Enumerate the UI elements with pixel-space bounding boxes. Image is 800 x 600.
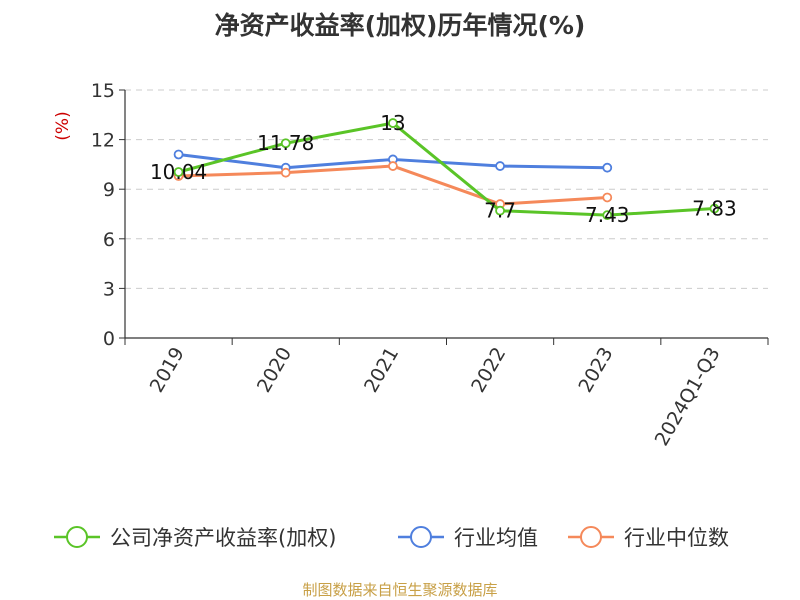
y-tick-label: 9 <box>103 179 115 201</box>
legend-marker <box>580 526 602 548</box>
legend-item: 行业中位数 <box>568 526 729 550</box>
legend-item: 公司净资产收益率(加权) <box>54 526 336 550</box>
legend-label: 公司净资产收益率(加权) <box>110 526 336 550</box>
data-point <box>388 118 398 128</box>
legend-label: 行业中位数 <box>624 526 729 550</box>
y-axis-unit: (%) <box>53 111 73 140</box>
data-point <box>280 138 291 149</box>
axes: 0 3 6 9 12 15 2019 2020 2021 2022 2023 2024Q1-Q3 <box>91 80 769 450</box>
data-label: 13 <box>380 111 405 135</box>
data-point <box>602 192 613 203</box>
x-tick-label: 2020 <box>253 344 296 397</box>
y-tick-label: 12 <box>91 130 115 152</box>
data-labels: 10.04 11.78 13 7.7 7.43 7.83 <box>150 111 737 227</box>
x-tick-label: 2019 <box>146 344 189 397</box>
data-label: 7.7 <box>484 199 516 223</box>
data-point <box>495 161 505 171</box>
series-line <box>178 164 608 206</box>
x-tick-label: 2023 <box>574 344 617 397</box>
data-label: 7.43 <box>585 203 630 227</box>
legend: 公司净资产收益率(加权) 行业均值 行业中位数 <box>54 526 729 550</box>
data-point <box>495 205 505 216</box>
data-point <box>602 162 613 173</box>
source-note: 制图数据来自恒生聚源数据库 <box>302 581 497 599</box>
data-label: 11.78 <box>257 131 314 155</box>
y-tick-label: 15 <box>91 80 115 102</box>
x-tick-label: 2021 <box>360 344 403 397</box>
legend-item: 行业均值 <box>398 526 538 550</box>
x-tick-label: 2022 <box>467 344 510 397</box>
series-line <box>178 121 715 217</box>
y-tick-label: 3 <box>103 278 115 300</box>
series-0 <box>173 118 720 221</box>
y-tick-label: 6 <box>103 229 115 251</box>
legend-marker <box>410 526 432 548</box>
series-2 <box>173 161 613 209</box>
data-point <box>602 210 613 221</box>
data-point <box>388 161 398 171</box>
data-point <box>173 167 184 177</box>
series <box>173 118 720 221</box>
data-point <box>173 149 184 160</box>
legend-label: 行业均值 <box>454 526 538 550</box>
data-label: 7.83 <box>692 197 737 221</box>
x-tick-label: 2024Q1-Q3 <box>651 344 725 450</box>
y-tick-label: 0 <box>103 328 115 350</box>
grid-lines <box>125 89 768 289</box>
data-point <box>709 203 720 214</box>
data-point <box>280 167 291 178</box>
data-label: 10.04 <box>150 160 207 184</box>
chart-title: 净资产收益率(加权)历年情况(%) <box>215 11 586 40</box>
legend-marker <box>66 526 88 548</box>
